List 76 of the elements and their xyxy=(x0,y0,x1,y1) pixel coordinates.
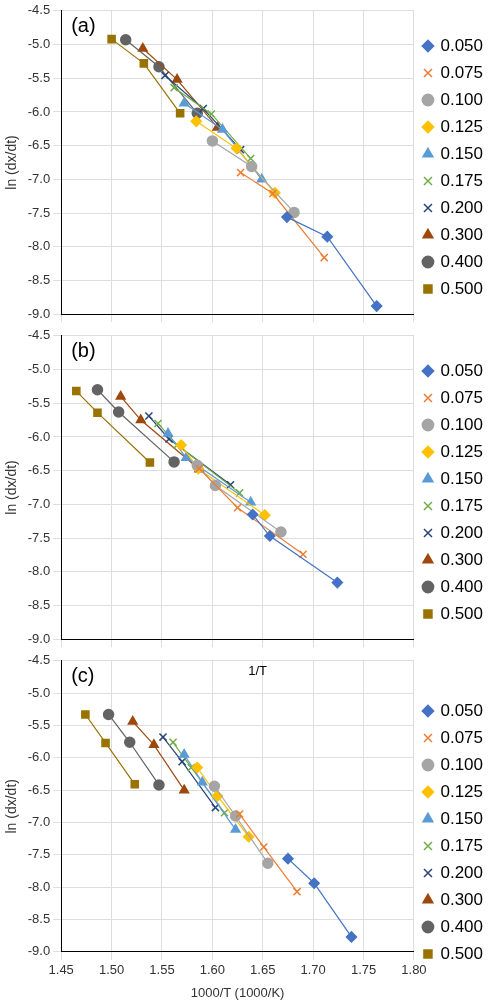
x-tick-label: 1.70 xyxy=(300,962,326,978)
y-tick-label: -8.5 xyxy=(27,272,51,288)
legend-label: 0.150 xyxy=(440,143,484,163)
x-tick-label: 1.45 xyxy=(48,962,74,978)
y-tick-label: -5.5 xyxy=(27,69,51,85)
x-axis-title: 1000/T (1000/K) xyxy=(190,984,285,1000)
y-tick-label: -9.0 xyxy=(27,630,51,646)
y-tick-label: -5.0 xyxy=(27,361,51,377)
x-tick-label: 1.50 xyxy=(98,962,125,978)
legend-label: 0.500 xyxy=(440,943,484,963)
legend-label: 0.500 xyxy=(440,603,484,623)
y-tick-label: -4.5 xyxy=(27,2,51,18)
legend-label: 0.075 xyxy=(440,727,484,747)
annotation: (c) xyxy=(71,664,95,687)
legend-label: 0.400 xyxy=(440,576,484,596)
y-tick-label: -8.0 xyxy=(27,238,51,254)
y-tick-label: -6.0 xyxy=(27,428,51,444)
legend-label: 0.175 xyxy=(440,170,484,190)
y-tick-label: -4.5 xyxy=(27,327,51,343)
legend-label: 0.150 xyxy=(440,468,484,488)
x-tick-label: 1.80 xyxy=(401,962,427,978)
x-tick-label: 1.75 xyxy=(350,962,377,978)
legend-label: 0.200 xyxy=(440,862,484,882)
y-tick-label: -5.0 xyxy=(27,36,51,52)
y-tick-label: -5.5 xyxy=(27,717,51,733)
legend-label: 0.500 xyxy=(440,278,484,298)
y-tick-label: -8.0 xyxy=(27,563,51,579)
y-tick-label: -6.5 xyxy=(27,137,51,153)
legend-label: 0.300 xyxy=(440,224,484,244)
y-tick-label: -9.0 xyxy=(27,943,51,959)
y-tick-label: -7.5 xyxy=(27,204,51,220)
legend-label: 0.100 xyxy=(440,89,484,109)
legend-label: 0.050 xyxy=(440,700,484,720)
legend-label: 0.175 xyxy=(440,495,484,515)
y-tick-label: -8.0 xyxy=(27,878,51,894)
y-tick-label: -8.5 xyxy=(27,911,51,927)
x-tick-label: 1.65 xyxy=(250,962,276,978)
legend-label: 0.300 xyxy=(440,549,484,569)
legend-label: 0.200 xyxy=(440,197,484,217)
y-axis-title: ln (dx/dt) xyxy=(3,460,20,515)
y-tick-label: -7.5 xyxy=(27,529,51,545)
legend-label: 0.400 xyxy=(440,251,484,271)
y-tick-label: -4.5 xyxy=(27,652,51,668)
y-tick-label: -8.5 xyxy=(27,597,51,613)
legend-label: 0.050 xyxy=(440,35,484,55)
legend-label: 0.100 xyxy=(440,754,484,774)
legend-label: 0.075 xyxy=(440,62,484,82)
legend-label: 0.200 xyxy=(440,522,484,542)
y-tick-label: -7.0 xyxy=(27,170,51,186)
y-tick-label: -6.5 xyxy=(27,781,51,797)
legend-label: 0.100 xyxy=(440,414,484,434)
y-tick-label: -5.0 xyxy=(27,684,51,700)
legend-label: 0.175 xyxy=(440,835,484,855)
y-tick-label: -7.5 xyxy=(27,846,51,862)
legend-label: 0.125 xyxy=(440,116,484,136)
y-axis-title: ln (dx/dt) xyxy=(3,779,20,834)
y-axis-title: ln (dx/dt) xyxy=(3,135,20,190)
legend-label: 0.400 xyxy=(440,916,484,936)
y-tick-label: -9.0 xyxy=(27,305,51,321)
legend-label: 0.125 xyxy=(440,781,484,801)
annotation: (a) xyxy=(71,14,96,37)
annotation: (b) xyxy=(71,339,96,362)
legend-label: 0.075 xyxy=(440,387,484,407)
legend-label: 0.125 xyxy=(440,441,484,461)
x-tick-label: 1.60 xyxy=(199,962,226,978)
y-tick-label: -6.0 xyxy=(27,103,51,119)
y-tick-label: -7.0 xyxy=(27,814,51,830)
y-tick-label: -6.5 xyxy=(27,462,51,478)
legend-label: 0.150 xyxy=(440,808,484,828)
y-tick-label: -5.5 xyxy=(27,394,51,410)
y-tick-label: -6.0 xyxy=(27,749,51,765)
legend-label: 0.050 xyxy=(440,360,484,380)
x-tick-label: 1.55 xyxy=(149,962,175,978)
y-tick-label: -7.0 xyxy=(27,495,51,511)
legend-label: 0.300 xyxy=(440,889,484,909)
annotation: 1/T xyxy=(248,662,268,678)
